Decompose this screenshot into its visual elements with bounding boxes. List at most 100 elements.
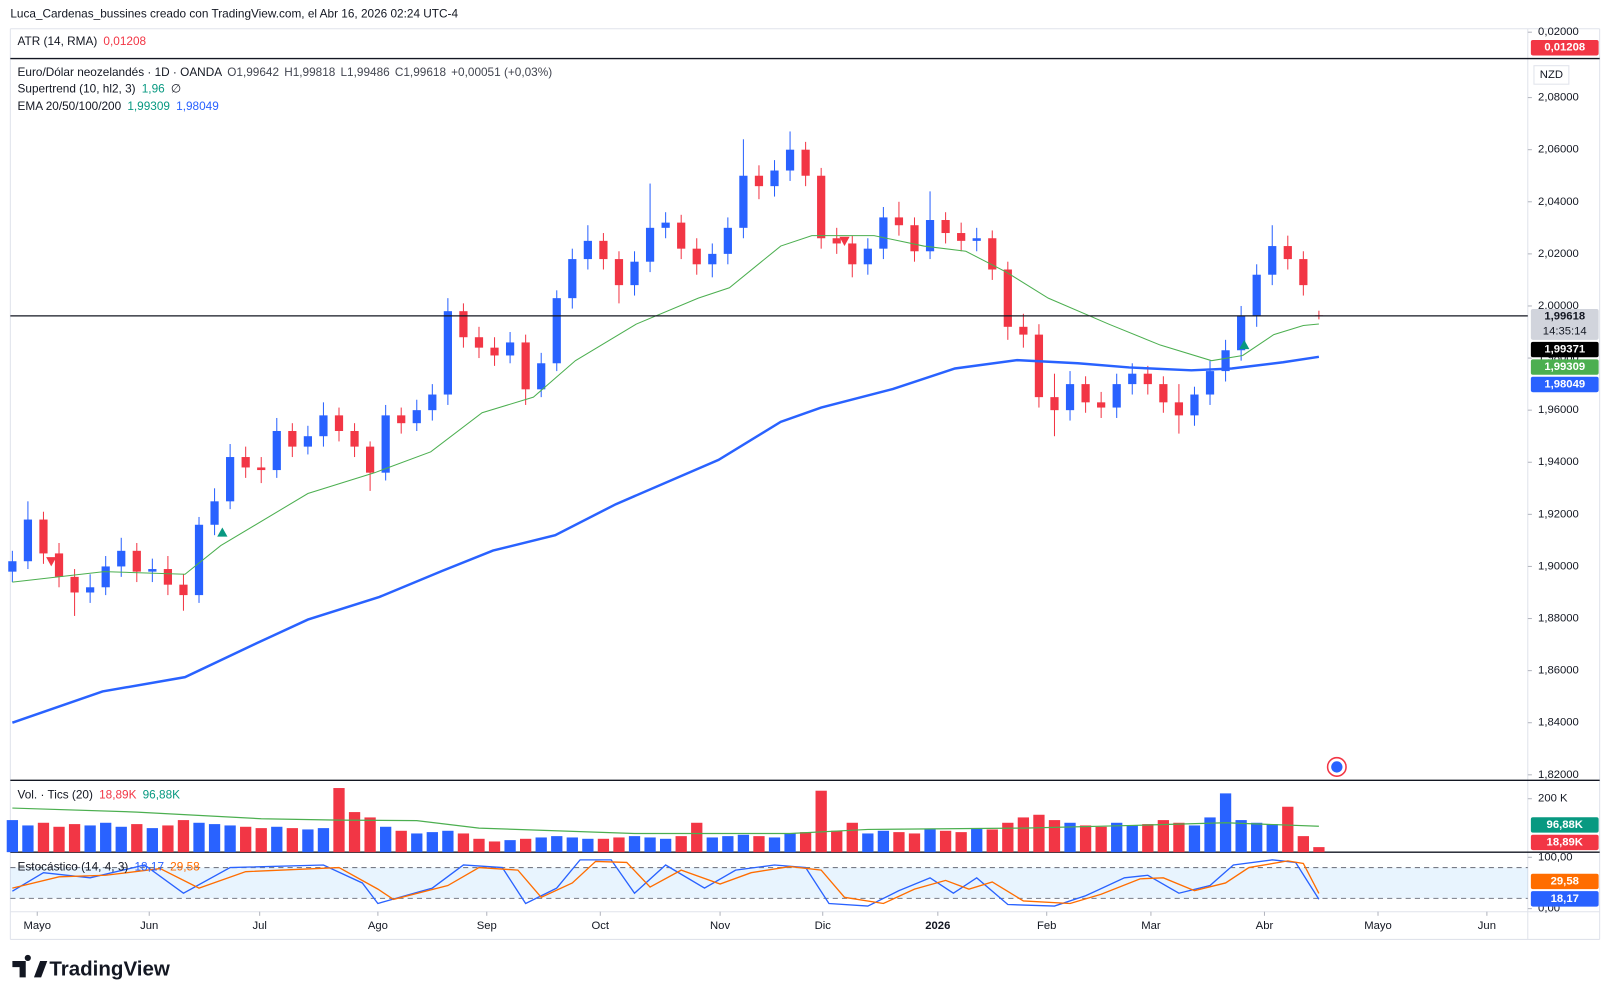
price-badge-label: 96,88K: [1547, 819, 1584, 831]
candle-body: [1252, 274, 1261, 317]
candle-body: [101, 566, 110, 588]
y-tick-label: 1,98000: [1538, 352, 1579, 364]
candle-body: [1128, 373, 1137, 385]
ohlc: O1,99642: [227, 65, 279, 79]
candle-body: [1003, 269, 1012, 327]
volume-bar: [1297, 836, 1309, 853]
candle-body: [365, 446, 375, 473]
price-badge: [1530, 309, 1599, 340]
ema-line: [12, 235, 1319, 583]
candle-body: [148, 569, 157, 572]
volume-bar: [551, 836, 563, 853]
candle-body: [863, 248, 872, 265]
candle-body: [1112, 384, 1121, 408]
price-badge: [1530, 891, 1599, 907]
volume-bar: [1126, 825, 1138, 853]
candle-body: [1065, 384, 1075, 411]
volume-bar: [426, 832, 438, 853]
indicator-name: EMA 20/50/100/200: [18, 99, 122, 113]
candle-body: [1283, 246, 1292, 260]
candle-body: [241, 457, 250, 468]
candle-body: [350, 430, 359, 447]
y-tick-label: 1,94000: [1538, 456, 1579, 468]
volume-bar: [68, 824, 81, 853]
x-tick-label: Jul: [252, 920, 266, 932]
price-badge-label: 1,98049: [1544, 378, 1585, 390]
candle-body: [739, 175, 748, 228]
candle-body: [677, 222, 686, 249]
volume-bar: [753, 836, 765, 853]
volume-bar: [1282, 806, 1294, 853]
price-badge-label: 1,99371: [1544, 344, 1585, 356]
currency-label[interactable]: NZD: [1540, 69, 1563, 81]
candle-body: [459, 311, 468, 338]
volume-bar: [317, 828, 330, 853]
volume-bar: [1235, 820, 1247, 853]
candle-body: [428, 394, 437, 411]
ohlc: L1,99486: [341, 65, 391, 79]
x-tick-label: Jun: [140, 920, 158, 932]
volume-bar: [224, 825, 236, 853]
volume-bar: [1157, 820, 1170, 853]
y-tick-label: 1,96000: [1538, 404, 1579, 416]
target-icon[interactable]: [1326, 756, 1347, 777]
candle-body: [941, 220, 950, 234]
price-badge-label: 1,99618: [1544, 311, 1585, 323]
volume-bar: [1079, 825, 1092, 853]
candle-body: [1190, 394, 1199, 416]
volume-bar: [1204, 817, 1216, 853]
ema-legend: EMA 20/50/100/200 1,99309 1,98049: [18, 99, 219, 113]
volume-bar: [1266, 824, 1278, 853]
candle-body: [521, 342, 530, 390]
y-tick-label: 2,00000: [1538, 300, 1579, 312]
volume-bar: [1111, 822, 1123, 853]
candle-body: [708, 253, 717, 265]
stoch-line: [12, 860, 1320, 905]
candle-body: [832, 238, 841, 244]
price-badge: [1530, 359, 1599, 375]
volume-bar: [597, 838, 610, 853]
stoch-value: 18,17: [134, 860, 164, 874]
candle-body: [1268, 246, 1277, 275]
candle-body: [8, 561, 17, 572]
volume-bar: [100, 822, 112, 853]
volume-bar: [628, 836, 641, 853]
volume-bar: [302, 829, 314, 853]
candle-body: [334, 415, 344, 431]
candle-body: [505, 342, 515, 356]
volume-ma-value: 96,88K: [143, 788, 181, 802]
candle-body: [1143, 373, 1152, 385]
volume-bar: [1048, 820, 1061, 853]
volume-bar: [1188, 825, 1201, 853]
supertrend-legend: Supertrend (10, hl2, 3) 1,96 ∅: [18, 81, 182, 95]
volume-bar: [6, 820, 19, 853]
volume-bar: [831, 830, 843, 853]
candle-body: [474, 337, 484, 348]
indicator-name: Supertrend (10, hl2, 3): [18, 81, 136, 95]
logo: [12, 954, 48, 978]
volume-bar: [131, 824, 143, 853]
volume-bar: [722, 836, 734, 853]
y-tick-label: 200 K: [1538, 793, 1568, 805]
candle-body: [272, 430, 281, 471]
candle-body: [163, 569, 173, 585]
candle-body: [848, 243, 857, 265]
candle-body: [257, 467, 266, 471]
candle-body: [599, 240, 608, 260]
volume-bar: [146, 828, 158, 853]
volume-bar: [784, 833, 796, 853]
volume-bar: [659, 838, 672, 853]
volume-bar: [271, 826, 283, 853]
candle-body: [568, 259, 577, 299]
candle-body: [117, 550, 126, 567]
volume-bar: [924, 829, 936, 853]
volume-bar: [53, 826, 65, 853]
price-badge: [1530, 341, 1599, 358]
target-core[interactable]: [1331, 761, 1343, 773]
price-badge: [1530, 817, 1599, 833]
volume-bar: [411, 833, 423, 853]
x-tick-label: Mar: [1141, 920, 1161, 932]
volume-bar: [240, 826, 252, 853]
volume-bar: [177, 820, 190, 853]
currency-box[interactable]: [1533, 65, 1570, 85]
